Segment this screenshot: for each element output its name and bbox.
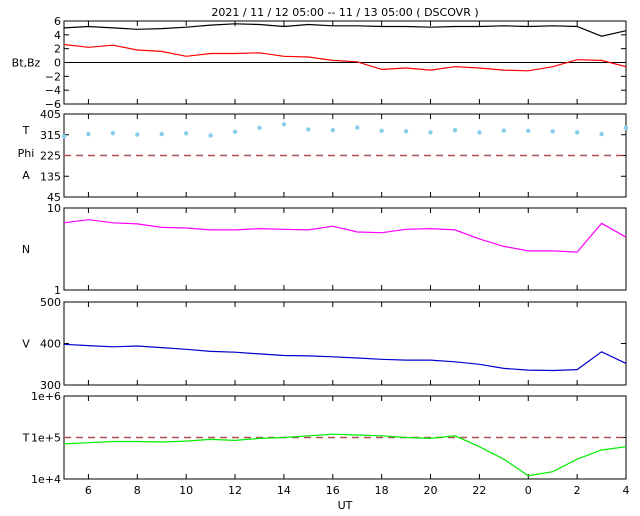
data-point [232, 129, 238, 134]
y-tick-label: 10 [47, 202, 61, 215]
x-tick-label: 22 [472, 484, 486, 497]
data-point [501, 128, 507, 133]
series-line-0 [63, 343, 627, 372]
data-point [330, 127, 335, 133]
data-point [61, 134, 67, 139]
y-tick-label: 1e+5 [31, 432, 61, 445]
data-point [599, 131, 604, 137]
x-tick-label: 20 [424, 484, 438, 497]
y-tick-label: 6 [54, 15, 61, 28]
data-point [550, 129, 555, 134]
series-line-1 [63, 43, 627, 72]
y-tick-label: 315 [40, 129, 61, 142]
data-point [379, 128, 384, 134]
data-point [355, 125, 360, 130]
x-tick-label: 16 [326, 484, 340, 497]
y-axis-label: T [22, 432, 30, 445]
y-tick-label: −2 [45, 70, 61, 83]
x-tick-label: 14 [277, 484, 291, 497]
data-point [306, 127, 311, 132]
x-tick-label: 12 [228, 484, 242, 497]
panel-phi: 405 315 225 135 45 T Phi A [18, 108, 629, 204]
series-line-0 [63, 433, 627, 477]
y-axis-label: T [22, 124, 30, 137]
panel-frame [63, 301, 627, 386]
x-tick-label: 0 [525, 484, 532, 497]
y-tick-label: 135 [40, 170, 61, 183]
data-point [86, 131, 91, 137]
data-point [428, 130, 433, 135]
series-line-0 [63, 23, 627, 37]
x-tick-label: 2 [574, 484, 581, 497]
y-axis-label: Phi [18, 147, 35, 160]
y-axis-label: A [22, 169, 30, 182]
panel-n: 10 1 N [22, 202, 627, 297]
chart-title: 2021 / 11 / 12 05:00 -- 11 / 13 05:00 ( … [211, 6, 478, 19]
x-tick-label: 4 [623, 484, 630, 497]
x-tick-label: 18 [375, 484, 389, 497]
data-point [574, 130, 580, 135]
data-point [526, 128, 531, 134]
data-point [623, 125, 629, 131]
y-tick-label: 2 [54, 43, 61, 56]
y-tick-label: −6 [45, 98, 61, 111]
data-point [452, 127, 458, 133]
y-axis-label: Bt,Bz [12, 57, 41, 70]
x-tick-label: 6 [85, 484, 92, 497]
y-tick-label: 1 [54, 284, 61, 297]
data-point [110, 130, 116, 136]
data-point [403, 129, 409, 134]
y-tick-label: −4 [45, 84, 61, 97]
panel-t: 1e+6 1e+5 1e+4 T [22, 390, 627, 486]
panel-v: 500 400 300 V [22, 296, 627, 392]
data-point [477, 130, 482, 135]
y-tick-label: 300 [40, 379, 61, 392]
y-tick-label: 225 [40, 150, 61, 163]
x-axis-label: UT [338, 499, 353, 512]
y-axis-label: V [22, 338, 30, 351]
data-point [183, 131, 189, 136]
data-point [281, 122, 287, 127]
y-tick-label: 500 [40, 296, 61, 309]
y-tick-label: 405 [40, 108, 61, 121]
y-tick-label: 1e+4 [31, 473, 61, 486]
series-line-0 [63, 219, 627, 253]
panel-frame [63, 207, 627, 291]
chart-panels: 6420−2−4−6Bt,Bz40531522513545TPhiA101N50… [12, 15, 630, 497]
data-point [159, 131, 164, 137]
x-tick-label: 8 [134, 484, 141, 497]
data-point [208, 133, 213, 138]
y-tick-label: 0 [54, 57, 61, 70]
data-point [257, 125, 262, 131]
y-tick-label: 400 [40, 338, 61, 351]
y-tick-label: 1e+6 [31, 390, 61, 403]
data-point [135, 132, 140, 137]
y-tick-label: 4 [54, 29, 61, 42]
y-tick-label: 45 [47, 191, 61, 204]
x-tick-label: 10 [179, 484, 193, 497]
y-axis-label: N [22, 243, 30, 256]
